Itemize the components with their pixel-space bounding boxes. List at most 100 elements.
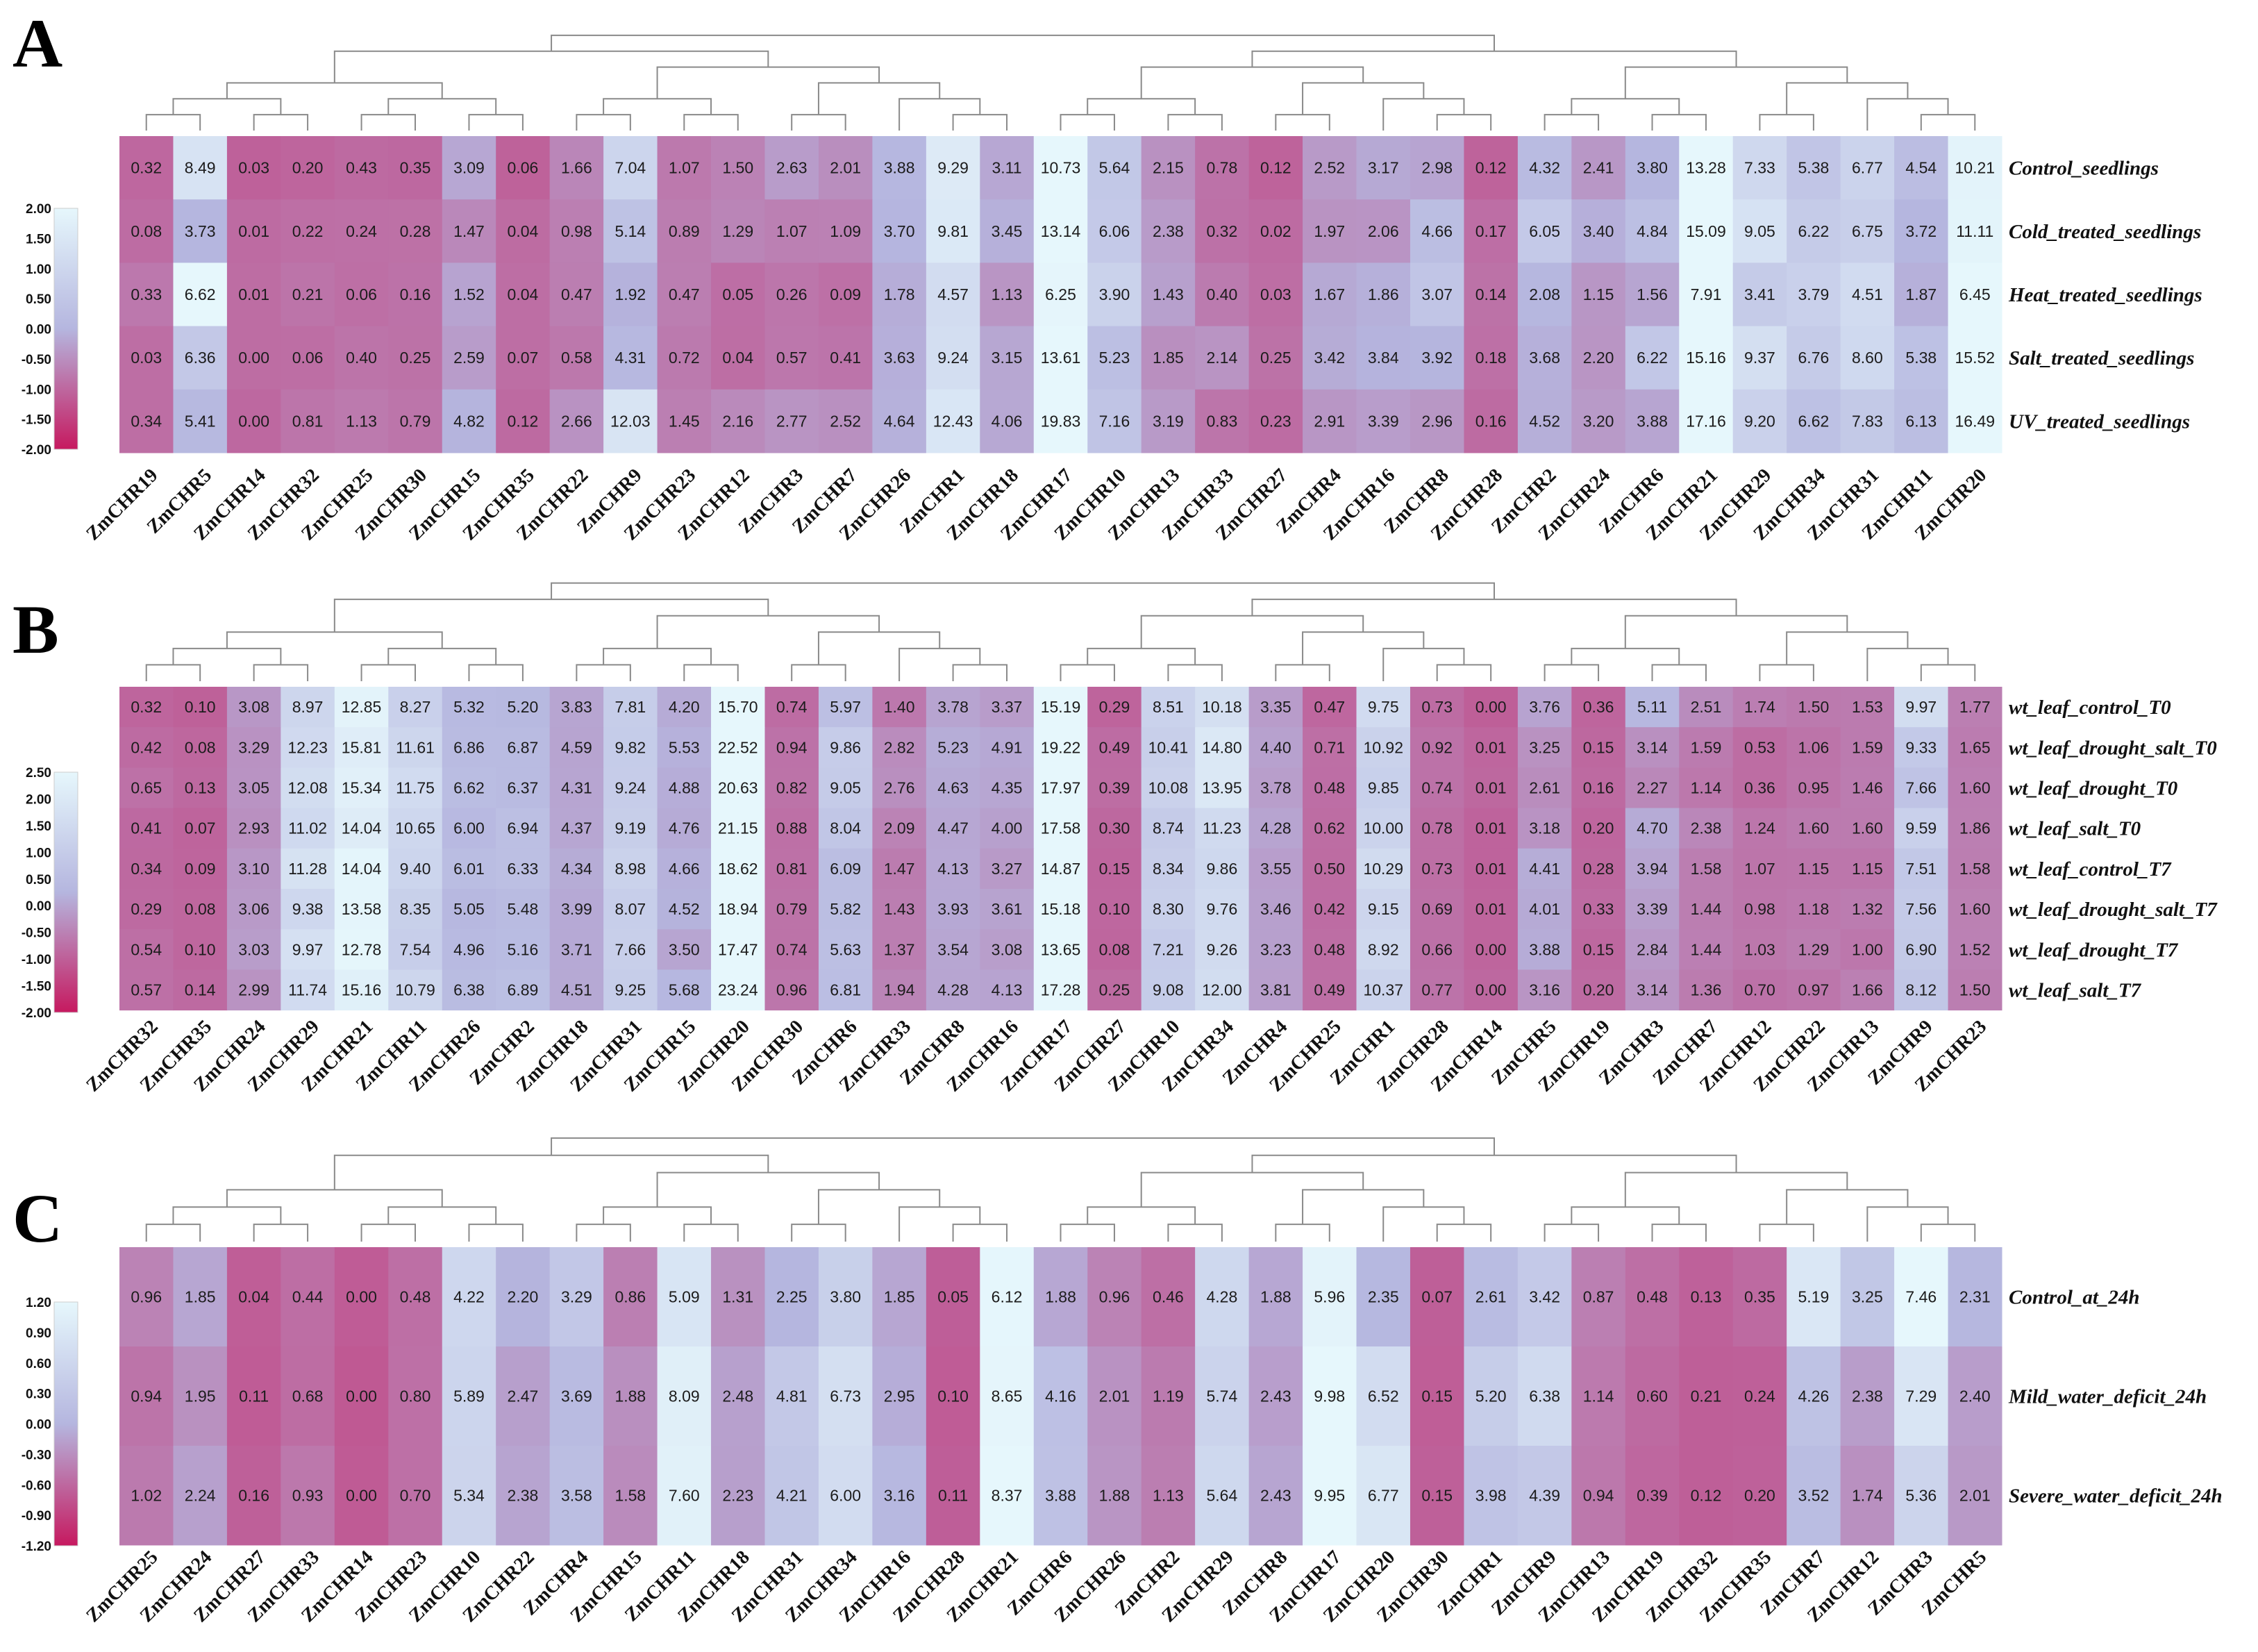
heatmap-cell — [657, 727, 712, 768]
cell-value: 13.58 — [342, 900, 382, 918]
dendrogram-branch — [898, 1206, 981, 1242]
cell-value: 7.56 — [1905, 900, 1937, 918]
cell-value: 9.59 — [1905, 819, 1937, 837]
heatmap-cell — [226, 1346, 281, 1446]
heatmap-cell — [872, 199, 927, 263]
cell-value: 2.61 — [1475, 1288, 1507, 1306]
cell-value: 1.59 — [1691, 738, 1722, 756]
heatmap-cell — [496, 687, 551, 728]
heatmap-cell — [1410, 1346, 1464, 1446]
heatmap-cell — [1948, 808, 2002, 849]
cell-value: 0.62 — [1314, 819, 1345, 837]
heatmap-cell — [334, 929, 389, 970]
cell-value: 4.00 — [992, 819, 1023, 837]
cell-value: 2.77 — [776, 412, 808, 430]
cell-value: 0.25 — [1099, 981, 1130, 999]
heatmap-cell — [711, 848, 765, 890]
cell-value: 6.52 — [1368, 1387, 1399, 1405]
color-scale-tick: -0.90 — [22, 1509, 51, 1524]
dendrogram-branch — [1759, 114, 1814, 131]
heatmap-cell — [1248, 808, 1303, 849]
cell-value: 1.58 — [614, 1487, 646, 1505]
heatmap-cell — [1087, 1446, 1142, 1546]
dendrogram-branch — [817, 1189, 941, 1225]
cell-value: 3.03 — [238, 940, 269, 958]
cell-value: 0.08 — [185, 738, 216, 756]
cell-value: 1.52 — [453, 285, 485, 303]
cell-value: 9.75 — [1368, 698, 1399, 716]
cell-value: 17.97 — [1041, 779, 1081, 797]
heatmap-cell — [1195, 326, 1250, 390]
heatmap-cell — [119, 687, 174, 728]
cell-value: 8.60 — [1852, 349, 1883, 367]
cell-value: 4.41 — [1529, 860, 1560, 878]
cell-value: 0.16 — [1475, 412, 1507, 430]
heatmap-cell — [711, 262, 765, 327]
cell-value: 12.00 — [1202, 981, 1242, 999]
cell-value: 2.41 — [1583, 159, 1614, 177]
heatmap-cell — [926, 389, 980, 453]
cell-value: 0.24 — [346, 222, 377, 240]
cell-value: 6.62 — [1798, 412, 1830, 430]
color-scale-bar — [53, 771, 78, 1013]
heatmap-cell — [1840, 687, 1895, 728]
cell-value: 0.01 — [1475, 900, 1507, 918]
heatmap-cell — [334, 136, 389, 200]
heatmap-cell — [1571, 848, 1626, 890]
heatmap-cell — [1087, 767, 1142, 809]
cell-value: 8.97 — [292, 698, 324, 716]
dendrogram-branch — [145, 114, 201, 131]
heatmap-cell — [1840, 199, 1895, 263]
cell-value: 2.16 — [722, 412, 753, 430]
heatmap-cell — [334, 199, 389, 263]
heatmap-cell — [1464, 136, 1519, 200]
heatmap-cell — [1410, 326, 1464, 390]
cell-value: 0.23 — [1260, 412, 1291, 430]
heatmap-cell — [119, 389, 174, 453]
heatmap-cell — [1410, 199, 1464, 263]
heatmap-cell — [173, 727, 228, 768]
cell-value: 3.72 — [1905, 222, 1937, 240]
heatmap-cell — [1303, 1446, 1357, 1546]
dendrogram-branch — [603, 1206, 712, 1225]
cell-value: 3.39 — [1637, 900, 1668, 918]
heatmap-cell — [1195, 199, 1250, 263]
heatmap-cell — [119, 889, 174, 930]
heatmap-cell — [1894, 808, 1949, 849]
row-label: Severe_water_deficit_24h — [2009, 1485, 2223, 1508]
color-scale-tick: 0.60 — [26, 1357, 51, 1371]
heatmap-cell — [496, 389, 551, 453]
cell-value: 0.24 — [1744, 1387, 1775, 1405]
cell-value: 4.13 — [992, 981, 1023, 999]
cell-value: 11.74 — [288, 981, 327, 999]
heatmap-cell — [1787, 929, 1841, 970]
heatmap-cell — [1464, 727, 1519, 768]
cell-value: 0.00 — [238, 412, 269, 430]
heatmap-cell — [442, 199, 496, 263]
heatmap-cell — [1410, 727, 1464, 768]
cell-value: 9.38 — [292, 900, 324, 918]
color-scale-tick: 2.50 — [26, 766, 51, 781]
cell-value: 0.60 — [1637, 1387, 1668, 1405]
cell-value: 4.26 — [1798, 1387, 1830, 1405]
heatmap-cell — [226, 808, 281, 849]
heatmap-cell — [1571, 136, 1626, 200]
heatmap-cell — [1087, 727, 1142, 768]
heatmap-cell — [1625, 848, 1680, 890]
heatmap-cell — [1948, 1346, 2002, 1446]
cell-value: 4.54 — [1905, 159, 1937, 177]
heatmap-cell — [1248, 687, 1303, 728]
cell-value: 1.86 — [1368, 285, 1399, 303]
cell-value: 0.72 — [669, 349, 700, 367]
cell-value: 0.41 — [830, 349, 861, 367]
cell-value: 6.73 — [830, 1387, 861, 1405]
cell-value: 0.12 — [1475, 159, 1507, 177]
heatmap-cell — [119, 262, 174, 327]
cell-value: 2.61 — [1529, 779, 1560, 797]
heatmap-cell — [764, 969, 819, 1011]
cell-value: 0.89 — [669, 222, 700, 240]
heatmap-cell — [1840, 929, 1895, 970]
cell-value: 0.10 — [937, 1387, 969, 1405]
heatmap-cell — [226, 767, 281, 809]
cell-value: 6.01 — [453, 860, 485, 878]
